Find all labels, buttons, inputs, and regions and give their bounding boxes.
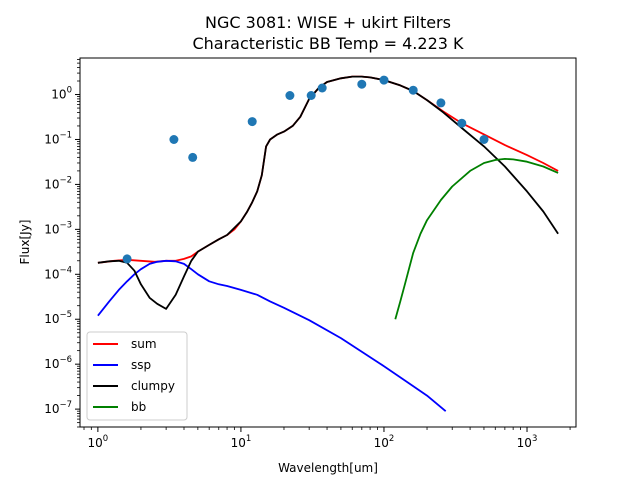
data-point: [457, 118, 467, 128]
y-axis-label: Flux[Jy]: [18, 220, 32, 265]
series-line-bb: [394, 158, 559, 320]
x-tick-label: 100: [88, 434, 109, 450]
y-tick-label: 10−1: [44, 130, 72, 146]
data-point: [306, 91, 316, 100]
legend-label-clumpy: clumpy: [131, 379, 175, 393]
y-tick-label: 10−4: [44, 265, 72, 281]
data-point: [408, 85, 418, 95]
legend-label-bb: bb: [131, 400, 146, 414]
data-point: [122, 254, 132, 264]
y-axis-ticks: 10−7 10−6 10−5 10−4 10−3 10−2 10−1 100: [44, 59, 80, 428]
series-line-clumpy: [97, 75, 559, 310]
data-point: [479, 135, 489, 144]
x-tick-label: 103: [517, 434, 538, 450]
y-tick-label: 10−2: [44, 175, 72, 191]
legend: sum ssp clumpy bb: [86, 331, 188, 421]
x-axis-label: Wavelength[um]: [278, 461, 378, 475]
legend-label-sum: sum: [131, 337, 157, 351]
y-tick-label: 10−7: [44, 400, 72, 416]
data-point: [247, 117, 257, 127]
chart-title-line-2: Characteristic BB Temp = 4.223 K: [192, 34, 464, 53]
series-line-ssp: [97, 259, 447, 412]
data-point: [188, 152, 198, 162]
legend-label-ssp: ssp: [131, 358, 151, 372]
data-point: [357, 79, 367, 89]
data-point: [436, 98, 446, 108]
x-axis-ticks: 100 101 102 103: [83, 427, 571, 450]
data-point: [317, 83, 327, 93]
y-tick-label: 10−5: [44, 310, 72, 326]
chart-title-line-1: NGC 3081: WISE + ukirt Filters: [205, 13, 451, 32]
x-tick-label: 102: [374, 434, 395, 450]
series-layer: [97, 75, 559, 412]
y-tick-label: 10−3: [44, 220, 72, 236]
data-points-layer: [122, 75, 489, 264]
y-tick-label: 100: [51, 86, 72, 102]
legend-frame: [86, 331, 188, 421]
data-point: [169, 135, 179, 144]
x-tick-label: 101: [231, 434, 252, 450]
data-point: [379, 75, 389, 85]
data-point: [285, 91, 295, 100]
y-tick-label: 10−6: [44, 355, 72, 371]
